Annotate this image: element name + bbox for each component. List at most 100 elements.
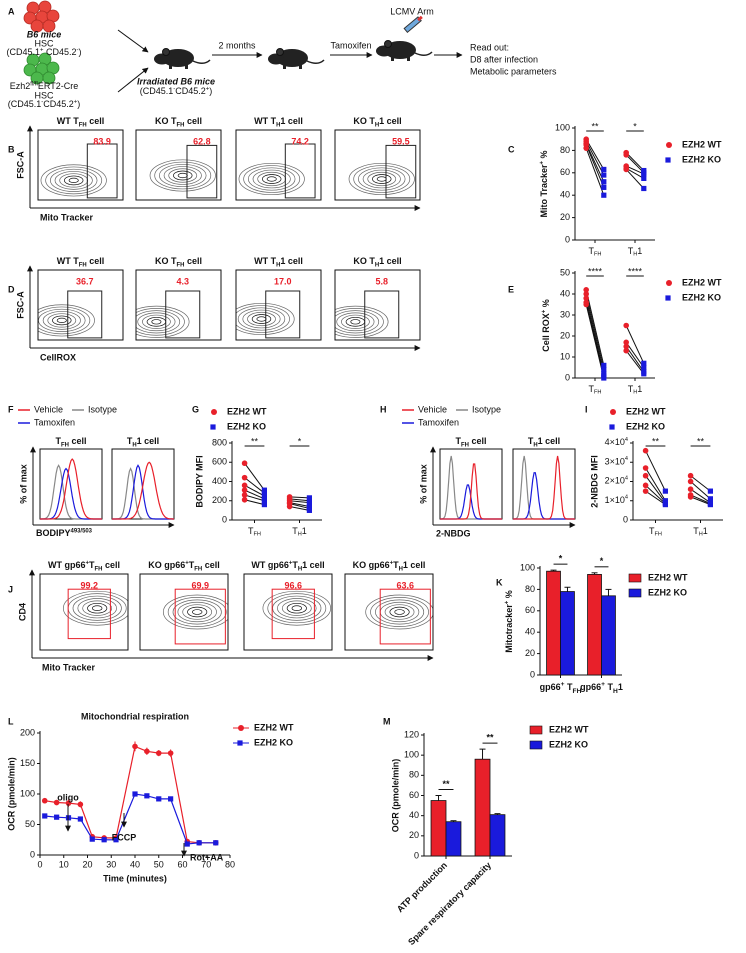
text-part: )	[77, 99, 80, 109]
text-part: FH	[461, 442, 469, 448]
plot-frame	[37, 269, 124, 341]
plot-title: TH1 cell	[528, 436, 560, 448]
text-part: cell	[184, 256, 202, 266]
histogram-curve	[440, 463, 502, 520]
plot-title: WT gp66+TH1 cell	[251, 560, 324, 572]
chart-title: Mitochondrial respiration	[81, 711, 189, 721]
contour	[367, 171, 397, 187]
text-part: +	[40, 47, 44, 53]
plot-frame	[139, 573, 229, 651]
data-point	[641, 185, 647, 192]
gate-percent: 96.6	[285, 580, 303, 590]
arrow	[117, 29, 149, 53]
annotation: FCCP	[112, 832, 137, 842]
y-tick-label: 10	[560, 351, 570, 361]
y-tick-label: 2×104	[605, 476, 628, 486]
text-part: KO gp66	[148, 560, 185, 570]
text-part: H	[633, 390, 637, 396]
contour	[168, 168, 198, 183]
data-point	[641, 364, 647, 371]
y-tick-label: 4×104	[605, 437, 628, 447]
legend-label: Tamoxifen	[34, 417, 75, 427]
data-point	[623, 339, 629, 346]
text-part: -	[41, 99, 43, 105]
pair-line	[289, 506, 310, 511]
panel-letter: L	[8, 716, 14, 726]
bar	[546, 570, 561, 676]
contour	[389, 606, 410, 618]
y-axis-label: Mitotracker+ %	[504, 590, 514, 653]
histogram-curve	[513, 455, 575, 520]
data-point	[583, 287, 589, 293]
plot-frame	[344, 573, 434, 651]
pair-line	[585, 147, 605, 196]
bar	[587, 574, 602, 676]
x-tick-label: gp66+ TH1	[580, 681, 623, 695]
pair-line	[585, 138, 605, 170]
legend-label: EZH2 WT	[254, 722, 294, 732]
legend-label: EZH2 WT	[682, 139, 722, 149]
plot-frame	[334, 269, 421, 341]
data-point	[623, 347, 629, 354]
pair-line	[625, 152, 645, 171]
step-label: 2 months	[218, 40, 256, 50]
pair-line	[585, 141, 605, 176]
data-point	[687, 494, 694, 500]
data-point	[155, 750, 162, 756]
y-tick-label: 0	[30, 849, 35, 859]
panel-letter: E	[508, 284, 514, 294]
contour	[56, 317, 67, 323]
contour	[236, 302, 295, 336]
contour	[266, 176, 277, 182]
data-point	[144, 748, 150, 755]
plot-title: KO gp66+TH1 cell	[353, 560, 426, 572]
contour	[350, 319, 361, 325]
contour	[335, 310, 380, 334]
contour	[63, 175, 84, 186]
plot-frame	[235, 129, 322, 201]
legend-marker	[665, 295, 671, 301]
x-tick-label: TH1	[628, 246, 643, 258]
pair-line	[244, 484, 265, 497]
text-part: T	[565, 682, 574, 692]
contour-plot	[365, 594, 433, 630]
text-part: +	[289, 560, 293, 566]
donor-line: (CD45.1-CD45.2+)	[8, 99, 80, 109]
contour	[281, 600, 312, 616]
gate	[364, 290, 400, 339]
panel-letter: F	[8, 404, 14, 414]
contour	[251, 314, 272, 324]
text-part: H	[375, 262, 379, 268]
legend-label: Vehicle	[418, 404, 447, 414]
data-point	[42, 813, 48, 819]
text-part: gp66	[580, 682, 601, 692]
contour	[277, 598, 317, 619]
panel-letter: A	[8, 6, 15, 16]
legend-label: EZH2 KO	[254, 737, 293, 747]
step-label: Tamoxifen	[330, 40, 371, 50]
data-point	[156, 796, 162, 802]
gate-percent: 4.3	[176, 276, 189, 286]
text-part: CD45.2	[43, 99, 74, 109]
contour	[262, 174, 282, 184]
y-tick-label: 400	[212, 476, 227, 486]
legend-label: EZH2 WT	[648, 572, 688, 582]
y-tick-label: 100	[520, 562, 535, 572]
y-axis-label: BODIPY MFI	[194, 455, 204, 507]
y-tick-label: 1×104	[605, 495, 628, 505]
text-part: +	[86, 560, 90, 566]
y-axis-label: FSC-A	[15, 151, 25, 179]
text-part: +	[504, 600, 510, 604]
pair-line	[244, 489, 265, 500]
contour	[159, 163, 207, 188]
readout-line: Read out:	[470, 42, 509, 52]
contour	[136, 305, 190, 338]
data-point	[601, 179, 607, 185]
pair-line	[289, 496, 310, 499]
significance: **	[486, 732, 494, 742]
text-part: FH	[177, 122, 185, 128]
text-part: T	[292, 526, 298, 536]
contour	[237, 307, 286, 331]
contour	[372, 174, 392, 184]
